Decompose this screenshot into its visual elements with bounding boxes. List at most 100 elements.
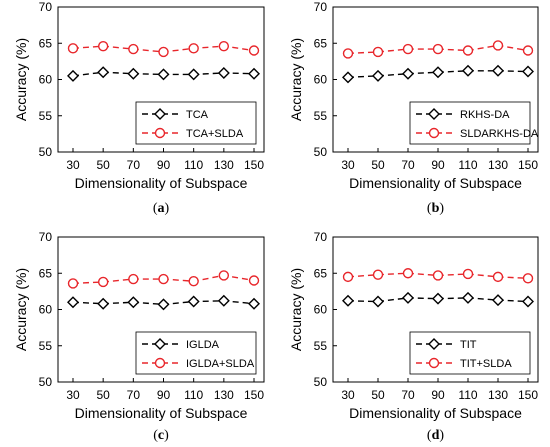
data-point [522,65,534,78]
x-tick-label: 70 [401,388,415,402]
caption-letter: b [432,201,440,216]
legend-marker [154,338,166,350]
legend-label: IGLDA+SLDA [186,358,255,370]
y-tick-label: 50 [314,145,328,159]
y-tick-label: 55 [39,339,53,353]
data-point [402,268,414,279]
y-tick-label: 70 [314,230,328,244]
data-point [372,295,384,308]
x-tick-label: 130 [488,388,508,402]
data-point [342,294,354,307]
caption-paren: ( [153,428,158,443]
data-point [248,275,260,286]
legend-marker [428,338,440,350]
y-tick-label: 65 [39,266,53,280]
x-tick-label: 110 [458,388,477,402]
legend-label: TCA+SLDA [186,128,244,140]
x-tick-label: 150 [518,388,538,402]
y-tick-label: 55 [39,109,53,123]
data-point [522,295,534,308]
y-tick-label: 55 [314,339,328,353]
y-tick-label: 60 [39,73,53,87]
legend-label: TIT+SLDA [460,358,512,370]
data-point [188,43,199,54]
legend-marker [428,127,440,139]
x-axis-title: Dimensionality of Subspace [349,175,522,191]
data-point [492,40,504,51]
data-point [67,296,79,309]
x-tick-label: 110 [458,158,477,172]
y-axis-title: Accuracy (%) [13,38,29,121]
data-point [218,40,230,52]
y-tick-label: 50 [314,375,328,389]
data-point [157,68,170,81]
data-point [492,294,504,307]
data-point [248,45,260,56]
data-point [462,291,474,304]
x-tick-label: 150 [518,158,538,172]
legend: TCA TCA+SLDA [135,101,257,145]
x-tick-label: 90 [431,158,445,172]
data-point [522,45,534,56]
x-axis-title: Dimensionality of Subspace [75,405,248,421]
data-point [217,294,230,307]
legend-box [409,101,531,145]
x-tick-label: 70 [127,388,141,402]
x-tick-label: 30 [66,158,80,172]
chart-panel-d: 50 55 60 65 70 30 50 70 90 110 130 150 Dimensionalit… [288,230,539,443]
data-point [492,271,504,283]
data-point [248,67,260,80]
x-tick-label: 70 [401,158,415,172]
caption-paren: ( [153,201,158,216]
data-point [342,48,354,59]
data-point [67,43,79,54]
data-point [158,46,169,58]
caption-paren: ) [165,201,170,216]
caption-paren: ) [439,201,444,216]
x-tick-label: 50 [96,388,110,402]
y-tick-label: 70 [39,0,53,14]
y-axis-title: Accuracy (%) [13,268,29,351]
caption-letter: c [158,428,164,443]
legend: IGLDA IGLDA+SLDA [135,331,257,375]
chart-panel-a: 50 55 60 65 70 30 50 70 90 110 130 150 Dimensionalit… [13,0,265,216]
x-tick-label: 90 [157,388,171,402]
x-tick-label: 50 [371,158,385,172]
data-point [432,43,444,55]
x-axis-title: Dimensionality of Subspace [75,175,248,191]
caption-paren: ( [427,201,432,216]
data-point [462,268,474,280]
x-tick-label: 150 [244,388,264,402]
x-axis-title: Dimensionality of Subspace [349,405,522,421]
x-tick-label: 130 [214,158,234,172]
data-point [402,291,414,304]
y-tick-label: 60 [314,303,328,317]
data-point [432,66,444,79]
data-point [248,297,260,310]
y-tick-label: 60 [314,73,328,87]
chart-panel-c: 50 55 60 65 70 30 50 70 90 110 130 150 Dimensionalit… [13,230,265,443]
legend-box [409,331,531,375]
x-tick-label: 30 [341,388,355,402]
data-point [462,64,474,77]
panel-caption: (d) [427,428,444,443]
x-tick-label: 110 [184,388,203,402]
data-point [158,273,169,285]
y-tick-label: 65 [314,36,328,50]
data-point [402,43,414,55]
x-tick-label: 90 [431,388,445,402]
y-tick-label: 55 [314,109,328,123]
data-point [217,66,230,79]
data-point [97,40,109,52]
data-point [432,270,444,281]
x-tick-label: 90 [157,158,171,172]
legend-marker [428,357,440,369]
data-point [188,276,199,287]
data-point [127,296,140,309]
y-axis-title: Accuracy (%) [288,38,304,121]
x-tick-label: 50 [371,388,385,402]
legend-marker [428,108,440,120]
x-tick-label: 130 [214,388,234,402]
legend-label: RKHS-DA [460,109,510,121]
